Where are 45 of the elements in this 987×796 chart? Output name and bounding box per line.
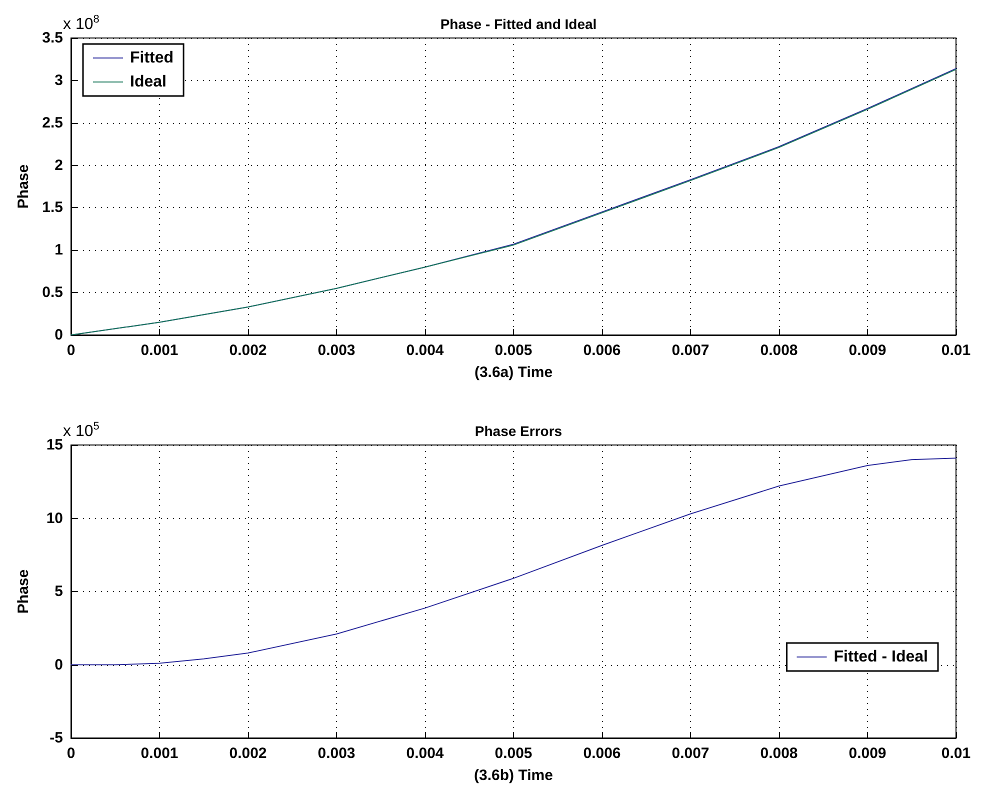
x-tick-label: 0.007	[672, 342, 710, 359]
x-tick-label: 0	[66, 342, 76, 359]
x-tick-label: 0.006	[583, 745, 621, 762]
x-tick-label: 0.001	[140, 342, 178, 359]
chart-title: Phase - Fitted and Ideal	[440, 16, 597, 32]
legend-label: Fitted	[130, 50, 174, 66]
y-tick-label: 0	[54, 656, 63, 674]
y-tick-label: 2.5	[42, 114, 63, 132]
legend-label: Ideal	[130, 74, 166, 90]
x-tick-label: 0.005	[494, 342, 532, 359]
legend-label: Fitted - Ideal	[834, 648, 928, 666]
y-axis-title: Phase	[15, 164, 32, 209]
x-tick-label: 0.009	[848, 342, 886, 359]
y-tick-label: 0	[54, 326, 63, 344]
chart-title: Phase Errors	[474, 423, 562, 439]
x-tick-label: 0.008	[760, 342, 798, 359]
x-tick-label: 0.002	[229, 745, 267, 762]
y-tick-label: 10	[46, 510, 63, 527]
x-axis-title: (3.6a) Time	[474, 364, 553, 381]
y-tick-label: 5	[54, 583, 63, 600]
x-tick-label: 0.002	[229, 342, 267, 359]
x-tick-label: 0.004	[406, 342, 444, 359]
y-tick-label: 0.5	[42, 284, 63, 302]
x-tick-label: 0.01	[941, 342, 971, 359]
y-tick-label: 1.5	[42, 199, 63, 216]
y-tick-label: 3.5	[42, 30, 63, 46]
x-tick-label: 0.008	[760, 745, 798, 762]
x-tick-label: 0.001	[140, 745, 178, 762]
y-tick-label: 3	[54, 72, 63, 89]
y-axis-title: Phase	[15, 569, 32, 614]
x-tick-label: 0.003	[318, 745, 356, 762]
x-tick-label: 0.01	[941, 745, 971, 762]
line-series	[70, 458, 956, 666]
x-tick-label: 0.004	[406, 745, 444, 762]
y-tick-label: 1	[54, 242, 63, 259]
y-tick-label: 2	[54, 156, 63, 174]
x-tick-label: 0.009	[848, 745, 886, 762]
x-tick-label: 0	[66, 745, 76, 762]
x-tick-label: 0.003	[318, 342, 356, 359]
y-tick-label: -5	[50, 730, 63, 746]
x-tick-label: 0.007	[672, 745, 710, 762]
y-tick-label: 15	[46, 436, 63, 454]
x-axis-title: (3.6b) Time	[474, 767, 553, 784]
x-tick-label: 0.006	[583, 342, 621, 359]
x-tick-label: 0.005	[494, 745, 532, 762]
